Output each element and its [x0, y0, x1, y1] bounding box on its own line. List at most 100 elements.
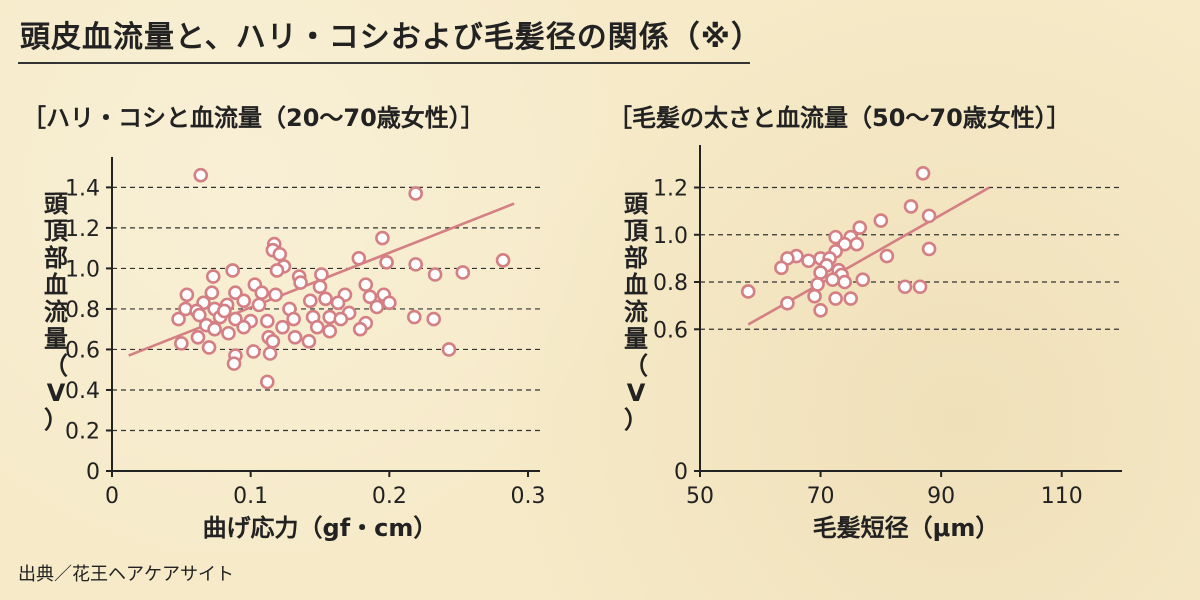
- y-tick-label: 0.4: [65, 379, 100, 404]
- y-tick-label: 1.0: [65, 257, 100, 282]
- data-point: [260, 313, 275, 329]
- y-tick-label: 1.2: [65, 217, 100, 242]
- y-tick-label: 0.2: [65, 419, 100, 444]
- page-title: 頭皮血流量と、ハリ・コシおよび毛髪径の関係（※）: [20, 20, 762, 55]
- data-point: [903, 199, 919, 214]
- y-axis-title-char: 頭: [624, 190, 649, 218]
- data-point: [855, 272, 871, 287]
- data-point: [897, 279, 913, 295]
- y-axis-title-char: 量: [624, 325, 648, 353]
- data-point: [226, 356, 242, 371]
- data-point: [375, 230, 390, 246]
- data-point: [828, 291, 843, 306]
- y-axis-title-char: （: [44, 352, 68, 380]
- y-tick-label: 0.6: [65, 338, 100, 363]
- data-point: [333, 311, 349, 327]
- x-axis-title: 曲げ応力（gf・cm）: [203, 514, 438, 542]
- data-point: [225, 263, 240, 278]
- x-tick-label: 0: [105, 484, 119, 509]
- data-point: [774, 260, 789, 276]
- data-point: [293, 275, 308, 290]
- data-point: [849, 236, 865, 252]
- data-point: [246, 344, 261, 359]
- data-point: [406, 309, 422, 325]
- data-point: [369, 299, 385, 315]
- data-point: [379, 255, 394, 270]
- data-point: [174, 336, 189, 351]
- data-point: [318, 291, 333, 307]
- data-point: [268, 287, 283, 303]
- data-point: [408, 257, 423, 272]
- data-point: [265, 334, 281, 349]
- y-tick-label: 1.0: [653, 224, 688, 249]
- data-point: [312, 279, 328, 294]
- data-point: [351, 250, 367, 266]
- right-chart-title: ［毛髪の太さと血流量（50～70歳女性）］: [608, 104, 1071, 132]
- data-point: [843, 291, 859, 306]
- data-point: [362, 289, 378, 305]
- data-point: [301, 334, 317, 349]
- data-point: [228, 285, 243, 301]
- y-axis-title-char: 部: [44, 244, 68, 272]
- data-point: [810, 277, 825, 292]
- data-point: [813, 303, 828, 318]
- data-point: [269, 263, 285, 278]
- data-point: [780, 295, 795, 311]
- data-point: [204, 285, 220, 301]
- y-tick-label: 0: [674, 460, 688, 485]
- x-tick-label: 0.3: [511, 484, 546, 509]
- y-axis-title-char: 流: [624, 298, 648, 326]
- data-point: [879, 248, 895, 264]
- data-point: [201, 340, 217, 355]
- data-point: [352, 321, 368, 337]
- data-point: [915, 166, 931, 181]
- data-point: [221, 325, 236, 341]
- data-point: [193, 167, 209, 183]
- x-tick-label: 0.1: [233, 484, 268, 509]
- data-point: [825, 272, 840, 287]
- x-tick-label: 0.2: [372, 484, 407, 509]
- y-axis-title-char: （: [624, 352, 648, 380]
- data-point: [309, 319, 325, 335]
- data-point: [455, 265, 471, 280]
- y-axis-title-char: V: [47, 379, 66, 407]
- data-point: [272, 246, 288, 262]
- data-point: [286, 311, 301, 327]
- data-point: [813, 265, 828, 280]
- y-axis-title-char: 血: [624, 271, 648, 299]
- data-point: [190, 329, 206, 345]
- source-note: 出典／花王ヘアケアサイト: [18, 564, 234, 585]
- y-tick-label: 1.2: [653, 177, 688, 202]
- data-point: [262, 346, 278, 361]
- y-axis-title-char: 流: [44, 298, 68, 326]
- data-point: [236, 319, 252, 335]
- data-point: [495, 253, 511, 268]
- x-tick-label: 50: [686, 484, 714, 509]
- data-point: [852, 220, 868, 235]
- y-axis-title-char: 頂: [624, 217, 649, 245]
- data-point: [426, 311, 442, 327]
- y-axis-title-char: V: [627, 379, 646, 407]
- data-point: [275, 319, 290, 335]
- data-point: [837, 274, 852, 290]
- data-point: [427, 267, 443, 282]
- data-point: [171, 311, 186, 327]
- data-point: [921, 241, 937, 257]
- data-point: [382, 295, 397, 311]
- data-point: [358, 277, 374, 292]
- y-axis-title-char: 部: [624, 244, 648, 272]
- x-tick-label: 110: [1041, 484, 1083, 509]
- data-point: [179, 287, 195, 303]
- data-point: [217, 303, 232, 319]
- data-point: [740, 284, 756, 299]
- left-chart-title: ［ハリ・コシと血流量（20～70歳女性）］: [22, 104, 485, 132]
- data-point: [322, 323, 338, 339]
- data-point: [314, 267, 329, 282]
- y-tick-label: 0: [86, 460, 100, 485]
- data-point: [441, 342, 457, 357]
- data-point: [921, 208, 937, 224]
- data-point: [228, 311, 243, 327]
- data-point: [251, 297, 267, 313]
